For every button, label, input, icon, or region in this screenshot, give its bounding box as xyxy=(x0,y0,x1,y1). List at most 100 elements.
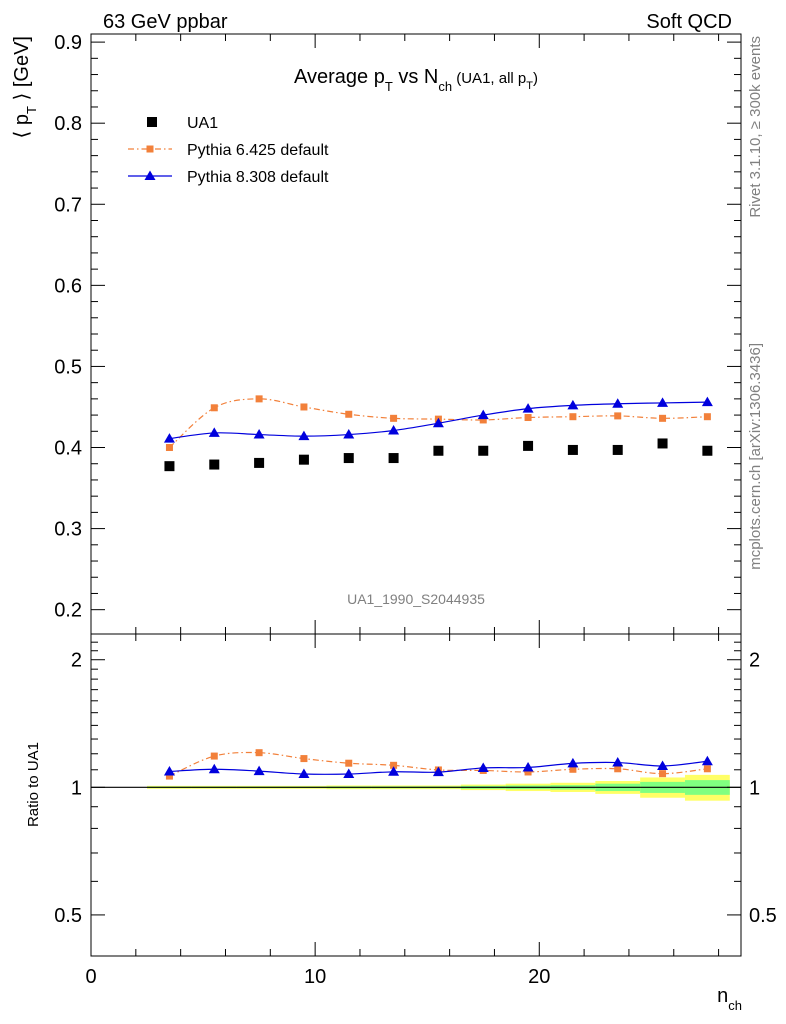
ratio-pythia6-point xyxy=(165,772,173,780)
main-pythia6-point xyxy=(390,414,398,422)
ratio-pythia8-point xyxy=(701,755,713,766)
rivet-version-label: Rivet 3.1.10, ≥ 300k events xyxy=(747,36,764,218)
main-pythia8-point xyxy=(163,433,175,443)
legend-pythia6-label: Pythia 6.425 default xyxy=(187,142,329,159)
main-y-tick-label: 0.2 xyxy=(54,600,82,622)
ratio-pythia8-point xyxy=(432,766,444,777)
legend: UA1 Pythia 6.425 default Pythia 8.308 de… xyxy=(128,115,329,186)
main-pythia8-point xyxy=(522,403,534,413)
main-ua1-point xyxy=(209,459,220,470)
ratio-y-axis-label: Ratio to UA1 xyxy=(25,742,42,827)
x-tick-label: 10 xyxy=(304,966,326,988)
ratio-y-tick-label: 1 xyxy=(71,777,82,799)
ratio-pythia6-point xyxy=(524,768,532,776)
header-left-label: 63 GeV ppbar xyxy=(103,11,228,33)
analysis-watermark: UA1_1990_S2044935 xyxy=(347,591,485,607)
main-y-tick-label: 0.4 xyxy=(54,438,82,460)
main-pythia6-point xyxy=(255,395,263,403)
main-y-tick-label: 0.3 xyxy=(54,519,82,541)
main-panel: 0.2 0.3 0.4 0.5 0.6 0.7 0.8 0.9 Average pT vs N… xyxy=(11,32,742,635)
legend-ua1-label: UA1 xyxy=(187,115,218,132)
main-pythia8-point xyxy=(298,430,310,441)
ratio-y-tick-label-right: 1 xyxy=(749,777,760,799)
ratio-y-tick-label-right: 0.5 xyxy=(749,905,777,927)
main-pythia8-point xyxy=(208,427,220,437)
main-pythia8-point xyxy=(343,429,355,439)
main-pythia6-point xyxy=(210,404,218,412)
main-y-axis-label: ⟨ pT ⟩ [GeV] xyxy=(11,36,39,139)
ratio-pythia8-point xyxy=(253,765,265,776)
ratio-pythia8-point xyxy=(612,757,624,767)
main-pythia8-point xyxy=(432,417,444,428)
main-pythia6-point xyxy=(524,414,532,422)
main-y-tick-label: 0.8 xyxy=(54,113,82,135)
main-pythia8-point xyxy=(253,429,265,439)
main-ua1-point xyxy=(343,453,354,464)
main-ua1-point xyxy=(388,453,399,464)
main-pythia8-point xyxy=(701,396,713,407)
main-pythia6-point xyxy=(300,403,308,411)
main-pythia8-point xyxy=(657,397,669,407)
ratio-y-tick-label: 2 xyxy=(71,650,82,672)
main-pythia8-point xyxy=(388,424,400,435)
ratio-pythia6-point xyxy=(659,770,667,778)
main-ua1-point xyxy=(612,444,623,455)
main-pythia6-point xyxy=(569,413,577,421)
main-pythia6-point xyxy=(703,413,711,421)
main-ua1-point xyxy=(702,445,713,456)
ratio-uncertainty-band xyxy=(91,774,741,801)
header-right-label: Soft QCD xyxy=(646,11,732,33)
ratio-pythia6-point xyxy=(390,761,398,769)
main-series xyxy=(163,395,713,472)
ratio-pythia8-point xyxy=(208,763,220,774)
ratio-pythia6-point xyxy=(255,749,263,757)
main-ua1-point xyxy=(433,445,444,456)
ratio-pythia8-point xyxy=(388,766,400,776)
x-axis-label: nch xyxy=(717,985,742,1013)
main-pythia8-point xyxy=(612,398,624,408)
ratio-y-tick-label: 0.5 xyxy=(54,905,82,927)
legend-pythia8-label: Pythia 8.308 default xyxy=(187,169,329,186)
main-pythia6-point xyxy=(614,412,622,420)
ratio-pythia8-point xyxy=(657,760,669,770)
ratio-pythia6-point xyxy=(569,765,577,773)
mcplots-label: mcplots.cern.ch [arXiv:1306.3436] xyxy=(747,343,764,570)
main-ua1-point xyxy=(523,440,534,451)
main-ua1-point xyxy=(164,461,175,472)
main-ua1-point xyxy=(478,445,489,456)
ratio-pythia8-point xyxy=(298,768,310,779)
ratio-pythia6-point xyxy=(345,759,353,767)
main-y-tick-label: 0.7 xyxy=(54,194,82,216)
main-ua1-point xyxy=(298,454,309,465)
main-y-tick-label: 0.6 xyxy=(54,275,82,297)
ratio-pythia6-point xyxy=(614,765,622,773)
main-ticks: 0.2 0.3 0.4 0.5 0.6 0.7 0.8 0.9 xyxy=(54,32,741,634)
main-pythia6-point xyxy=(345,410,353,418)
ratio-y-tick-label-right: 2 xyxy=(749,650,760,672)
x-tick-label: 20 xyxy=(528,966,550,988)
ratio-series xyxy=(163,749,713,780)
ratio-pythia8-point xyxy=(567,757,579,768)
ratio-pythia6-point xyxy=(300,755,308,763)
x-tick-label: 0 xyxy=(85,966,96,988)
main-y-tick-label: 0.5 xyxy=(54,356,82,378)
legend-pythia6-marker xyxy=(146,145,154,153)
main-pythia6-point xyxy=(659,414,667,422)
ratio-pythia8-point xyxy=(163,765,175,776)
main-ua1-point xyxy=(254,457,265,468)
ratio-pythia8-point xyxy=(343,768,355,779)
main-pythia8-point xyxy=(477,409,489,420)
main-pythia6-point xyxy=(165,444,173,452)
ratio-pythia6-point xyxy=(210,752,218,760)
ratio-pythia8-point xyxy=(477,762,489,772)
legend-pythia8-marker xyxy=(144,170,156,180)
main-y-tick-label: 0.9 xyxy=(54,32,82,54)
chart-title: Average pT vs Nch (UA1, all pT) xyxy=(294,66,538,94)
ratio-frame xyxy=(90,633,742,957)
ratio-ticks: 0.5 0.51 12 20 10 20 xyxy=(54,634,777,988)
main-pythia6-point xyxy=(479,416,487,424)
ratio-pythia6-point xyxy=(703,765,711,773)
main-ua1-point xyxy=(657,438,668,449)
main-ua1-point xyxy=(567,444,578,455)
